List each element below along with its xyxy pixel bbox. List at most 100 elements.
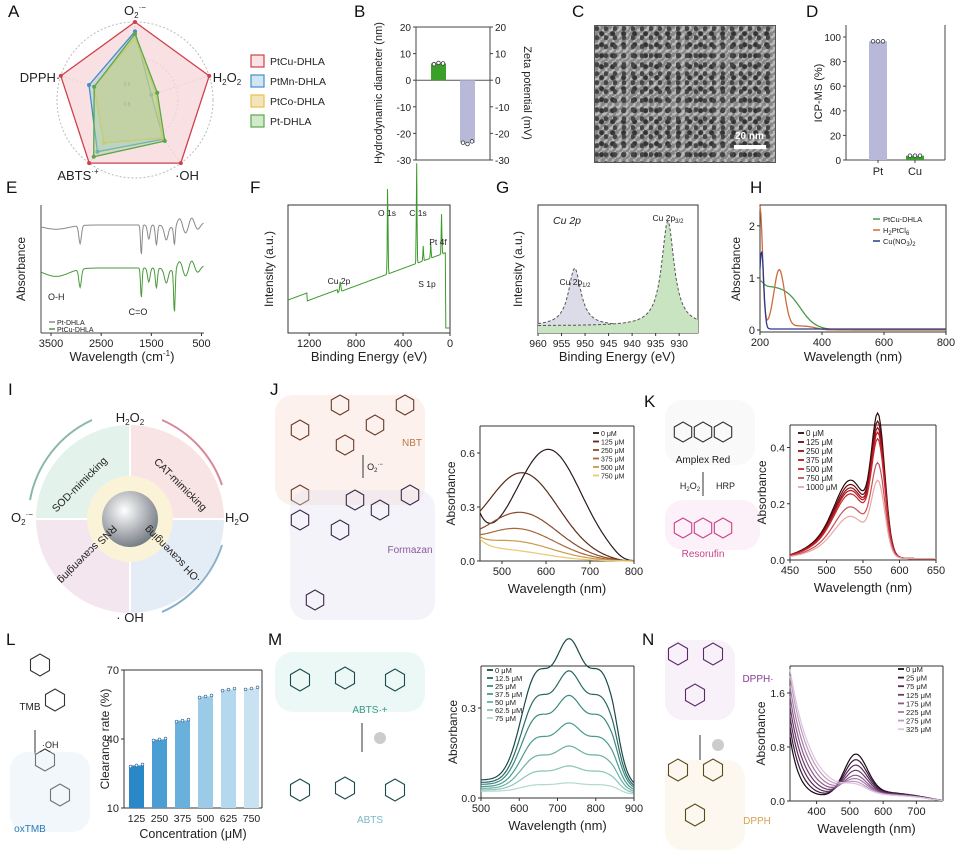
radar-point <box>133 31 137 36</box>
y-tick-label: 0.8 <box>770 742 785 754</box>
annotation-oh: O-H <box>48 292 65 302</box>
radar-grid-ring <box>56 21 214 179</box>
x-axis-label: Wavelength (nm) <box>817 821 916 836</box>
y-tick-label: 0.4 <box>770 443 785 455</box>
benzene-ring <box>334 776 356 800</box>
molecule-label-abts-radical: ABTS·+ <box>352 705 387 716</box>
spectrum-line-6 <box>789 479 936 560</box>
data-point <box>912 153 918 158</box>
species-h2o2: H2O2 <box>116 410 145 427</box>
legend-label: PtCo-DHLA <box>270 96 325 108</box>
x-tick-label: 450 <box>781 565 799 577</box>
benzene-ring <box>702 642 724 666</box>
x-tick-label: 930 <box>670 338 688 350</box>
legend-label: Pt-DHLA <box>270 116 311 128</box>
data-point <box>255 685 260 690</box>
legend-label: 125 μM <box>601 440 625 447</box>
benzene-ring <box>684 683 706 707</box>
spectrum-line-0 <box>480 638 635 783</box>
y-tick-label: -20 <box>397 129 412 140</box>
data-point <box>469 139 475 144</box>
radar-grid-label: 0.8 <box>124 102 131 108</box>
radar-point <box>87 161 92 166</box>
x-tick-label: 1500 <box>139 338 163 350</box>
x-tick-label: 945 <box>600 338 618 350</box>
x-axis-label: Wavelength (nm) <box>814 580 913 595</box>
legend-label: 0 μM <box>495 666 512 675</box>
panel-label-a: A <box>8 2 20 21</box>
x-tick-label: 500 <box>817 565 835 577</box>
x-tick-label: 500 <box>197 813 215 825</box>
x-tick-label: 700 <box>907 806 925 818</box>
legend-swatch <box>250 54 265 68</box>
legend-label: 125 μM <box>906 691 931 700</box>
peak-annotation: O 1s <box>378 208 396 218</box>
benzene-ring <box>384 778 406 802</box>
y-axis-label: Absorbance <box>14 237 28 301</box>
y-axis-label: Absorbance <box>446 700 460 764</box>
bar-125 <box>129 765 144 808</box>
benzene-ring <box>44 688 66 712</box>
data-point <box>209 693 214 698</box>
y-tick-label: -30 <box>397 156 412 167</box>
data-point <box>907 153 913 158</box>
legend-label: 750 μM <box>601 474 625 481</box>
nbt-glow <box>275 395 425 505</box>
x-tick-label: 800 <box>937 337 955 349</box>
x-tick-label: 400 <box>807 806 825 818</box>
formazan-glow <box>290 490 435 620</box>
legend-label: 175 μM <box>906 699 931 708</box>
panel-label-m: M <box>268 630 283 649</box>
benzene-ring <box>667 642 689 666</box>
peak-fill-1 <box>538 221 698 333</box>
benzene-ring <box>34 748 56 772</box>
y-tick-label: 70 <box>107 665 119 677</box>
uv-line-2 <box>759 251 946 330</box>
y-tick-label: 80 <box>830 58 842 69</box>
y-tick-label: 60 <box>830 82 842 93</box>
x-tick-label: 600 <box>510 803 528 815</box>
legend-swatch <box>250 74 265 88</box>
abts-radical-glow <box>275 652 425 712</box>
resorufin-glow <box>665 500 760 550</box>
axes-frame <box>759 204 947 333</box>
benzene-ring <box>305 589 325 611</box>
y2-tick-label: 10 <box>495 50 507 61</box>
legend-label: 0 μM <box>601 431 617 438</box>
legend-label: 12.5 μM <box>495 674 522 683</box>
benzene-ring <box>49 783 71 807</box>
legend-label: 0 μM <box>906 665 923 674</box>
dpph-glow <box>665 760 745 850</box>
x-axis-label: Concentration (μM) <box>139 827 246 841</box>
benzene-ring <box>290 484 310 506</box>
spectrum-line-3 <box>479 527 634 562</box>
x-tick-label: 800 <box>347 338 365 350</box>
y-tick-label: 0 <box>749 325 755 337</box>
molecule-label-dpph: DPPH <box>743 816 771 827</box>
scale-bar-label: 20 nm <box>735 131 764 142</box>
benzene-ring <box>713 517 733 539</box>
bar-750 <box>244 688 259 808</box>
legend-label: PtCu-DHLA <box>57 327 94 334</box>
bar-500 <box>198 696 213 808</box>
molecule-label-resorufin: Resorufin <box>682 549 725 560</box>
legend-label: 62.5 μM <box>495 706 522 715</box>
legend-label: PtCu-DHLA <box>270 56 325 68</box>
x-axis-label: Wavelength (cm-1) <box>70 349 175 364</box>
legend-label: 500 μM <box>601 465 625 472</box>
data-point <box>134 763 139 768</box>
y-axis-label: Clearance rate (%) <box>98 689 112 790</box>
y-axis-label: Absorbance <box>754 701 768 765</box>
data-point <box>174 719 179 724</box>
x-axis-label: Wavelength (nm) <box>804 349 903 364</box>
legend-label: 125 μM <box>806 438 833 447</box>
legend-label: 375 μM <box>806 456 833 465</box>
molecule-label-amplex-red: Amplex Red <box>676 455 730 466</box>
y2-axis-label: Zeta potential (mV) <box>521 46 533 140</box>
y-axis-label: Intensity (a.u.) <box>262 231 276 307</box>
y-tick-label: 2 <box>749 221 755 233</box>
molecule-label-tmb: TMB <box>19 702 40 713</box>
panel-label-d: D <box>806 2 819 21</box>
legend-label: PtCu-DHLA <box>883 215 922 224</box>
x-tick-label: 600 <box>537 566 555 578</box>
